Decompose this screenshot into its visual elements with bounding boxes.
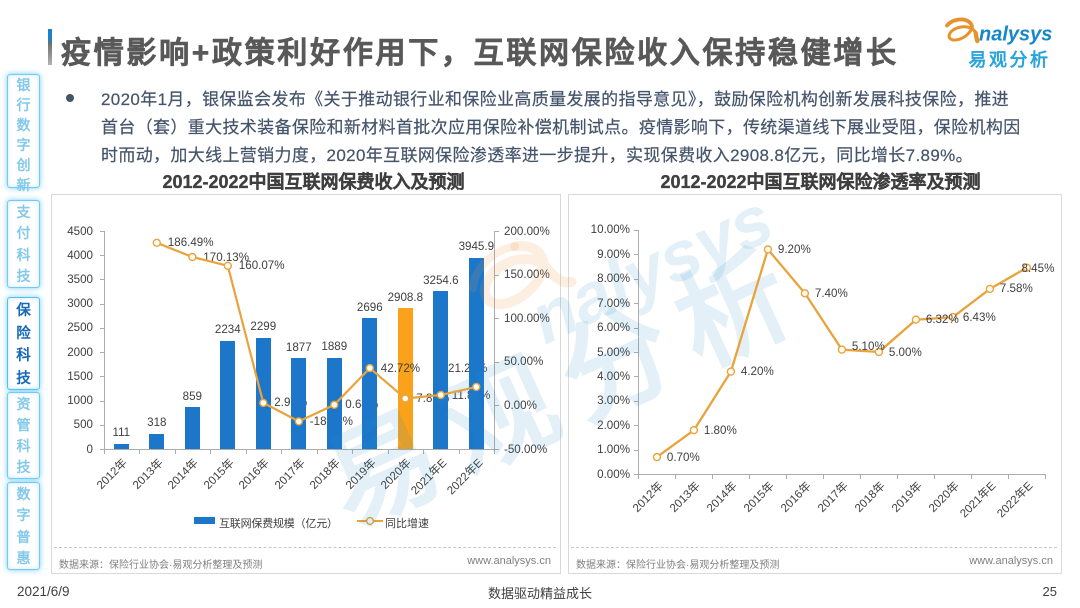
svg-text:nalysys: nalysys: [979, 24, 1052, 46]
svg-text:易观分析: 易观分析: [969, 49, 1051, 70]
